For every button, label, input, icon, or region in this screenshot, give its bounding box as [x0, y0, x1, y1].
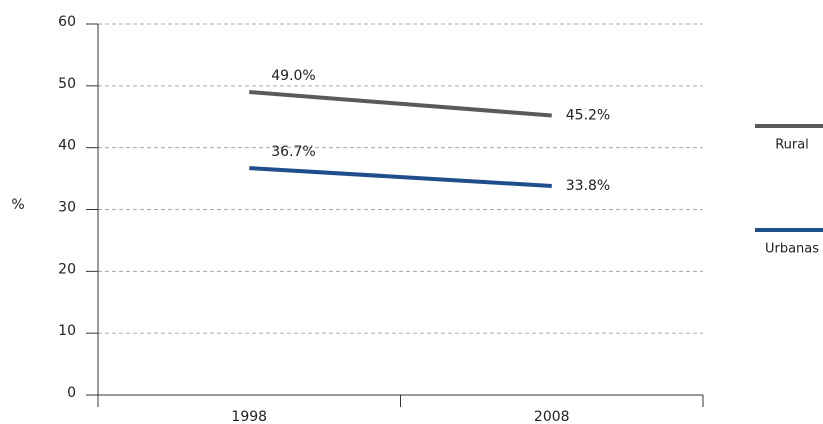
y-axis-label: %	[11, 197, 24, 213]
value-label: 45.2%	[566, 108, 610, 124]
series-line	[249, 166, 552, 188]
legend-label: Rural	[775, 138, 809, 153]
value-label: 33.8%	[566, 178, 610, 194]
value-label: 49.0%	[271, 68, 315, 84]
series-line	[249, 90, 552, 118]
legend-label: Urbanas	[765, 242, 819, 257]
y-tick-label: 30	[58, 200, 76, 216]
value-label: 36.7%	[271, 144, 315, 160]
x-tick-label: 1998	[231, 409, 267, 424]
y-tick-label: 20	[58, 261, 76, 277]
x-tick-label: 2008	[534, 409, 570, 424]
y-tick-label: 10	[58, 323, 76, 339]
y-tick-label: 60	[58, 14, 76, 30]
y-tick-label: 0	[67, 385, 76, 401]
y-tick-label: 50	[58, 76, 76, 92]
y-tick-label: 40	[58, 138, 76, 154]
